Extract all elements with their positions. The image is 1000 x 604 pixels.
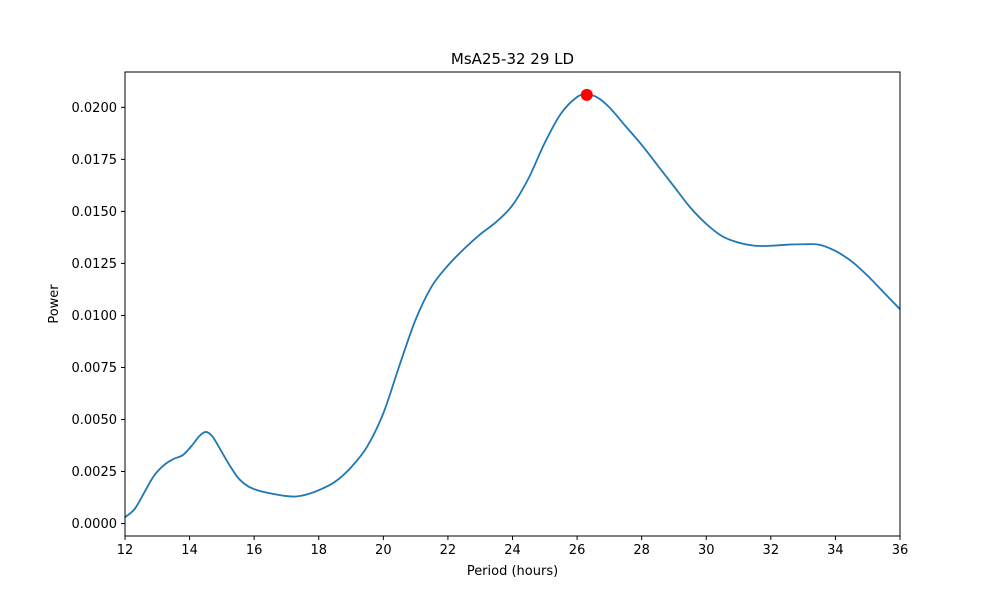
y-tick-label: 0.0200 <box>72 101 118 116</box>
x-tick-label: 18 <box>310 543 327 558</box>
y-axis: 0.0000 0.0025 0.0050 0.0075 0.0100 0.0125 0.01… <box>72 101 125 532</box>
x-tick-label: 32 <box>763 543 780 558</box>
x-axis: 12 14 16 18 20 22 24 26 28 30 32 34 36 <box>117 536 909 558</box>
y-tick-label: 0.0025 <box>72 465 118 480</box>
y-tick-label: 0.0075 <box>72 361 118 376</box>
plot-area <box>125 93 900 518</box>
x-tick-label: 36 <box>892 543 909 558</box>
x-tick-label: 24 <box>504 543 521 558</box>
x-axis-label: Period (hours) <box>467 564 558 579</box>
series-line-0 <box>125 93 900 518</box>
y-tick-label: 0.0000 <box>72 517 118 532</box>
y-tick-label: 0.0100 <box>72 309 118 324</box>
x-tick-label: 28 <box>633 543 650 558</box>
x-tick-label: 16 <box>246 543 263 558</box>
x-tick-label: 22 <box>440 543 457 558</box>
x-tick-label: 34 <box>827 543 844 558</box>
x-tick-label: 26 <box>569 543 586 558</box>
x-tick-label: 20 <box>375 543 392 558</box>
y-tick-label: 0.0150 <box>72 205 118 220</box>
peak-marker <box>580 88 593 101</box>
y-tick-label: 0.0050 <box>72 413 118 428</box>
x-tick-label: 30 <box>698 543 715 558</box>
x-tick-label: 14 <box>181 543 198 558</box>
x-tick-label: 12 <box>117 543 134 558</box>
chart-title: MsA25-32 29 LD <box>451 50 574 68</box>
y-tick-label: 0.0125 <box>72 257 118 272</box>
y-tick-label: 0.0175 <box>72 153 118 168</box>
y-axis-label: Power <box>47 284 62 324</box>
